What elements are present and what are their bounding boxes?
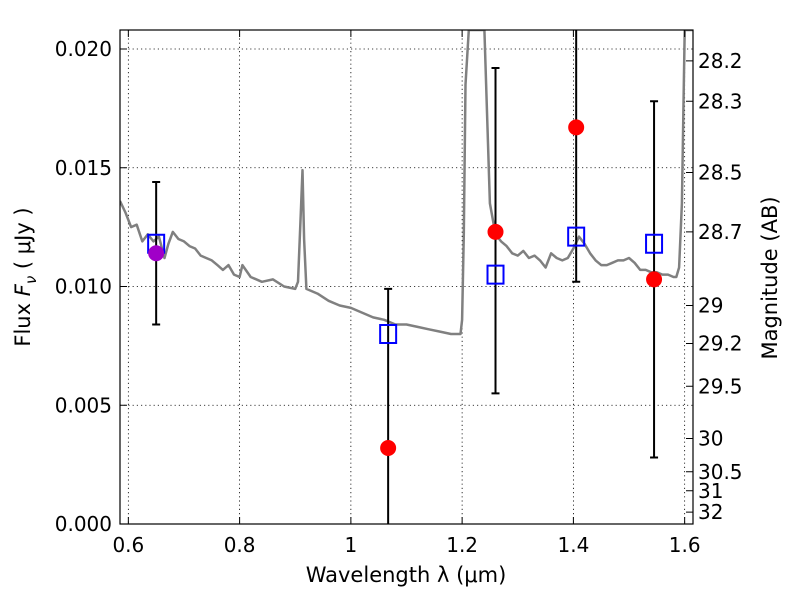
right-tick-label: 29.2: [698, 332, 743, 356]
x-tick-label: 1: [345, 533, 358, 557]
y-axis-label: Flux Fν ( μJy ): [11, 207, 40, 346]
y-tick-label: 0.020: [55, 37, 112, 61]
right-tick-label: 32: [698, 500, 723, 524]
data-point: [148, 245, 165, 262]
model-square: [645, 233, 664, 254]
right-tick-label: 30: [698, 427, 723, 451]
markers: [147, 30, 664, 524]
y-tick-label: 0.000: [55, 512, 112, 536]
x-tick-label: 1.6: [669, 533, 701, 557]
right-tick-label: 31: [698, 479, 723, 503]
y-axis-label-subscript: ν: [22, 276, 40, 284]
model-square: [379, 324, 398, 344]
spectrum-line: [120, 30, 693, 336]
x-tick-label: 0.8: [224, 533, 256, 557]
model-square: [567, 226, 586, 247]
data-point: [646, 271, 663, 288]
y-axis-label-unit: ( μJy ): [11, 207, 35, 269]
right-tick-label: 28.7: [698, 220, 743, 244]
right-tick-label: 29: [698, 294, 723, 318]
plot-area: [120, 30, 693, 336]
right-tick-label: 28.5: [698, 161, 743, 185]
data-point: [380, 440, 397, 456]
right-axis-label: Magnitude (AB): [758, 196, 782, 359]
right-tick-label: 29.5: [698, 374, 743, 398]
right-tick-label: 28.3: [698, 89, 743, 113]
x-tick-label: 0.6: [112, 533, 144, 557]
data-point: [568, 119, 585, 136]
model-square: [486, 264, 505, 285]
ticks: 0.6 0.8 1 1.2 1.4 1.6 0.000 0.005 0.010 0.015 0.02…: [55, 30, 743, 557]
x-tick-label: 1.2: [446, 533, 478, 557]
y-tick-label: 0.015: [55, 156, 112, 180]
data-point: [487, 223, 504, 240]
x-tick-label: 1.4: [557, 533, 589, 557]
y-axis-label-symbol: F: [11, 283, 35, 296]
x-axis-label: Wavelength λ (μm): [306, 563, 507, 587]
right-tick-label: 28.2: [698, 49, 743, 73]
plot-frame: [119, 29, 694, 525]
right-tick-label: 30.5: [698, 460, 743, 484]
y-axis-label-word: Flux: [11, 303, 35, 347]
y-tick-label: 0.010: [55, 275, 112, 299]
y-tick-label: 0.005: [55, 393, 112, 417]
